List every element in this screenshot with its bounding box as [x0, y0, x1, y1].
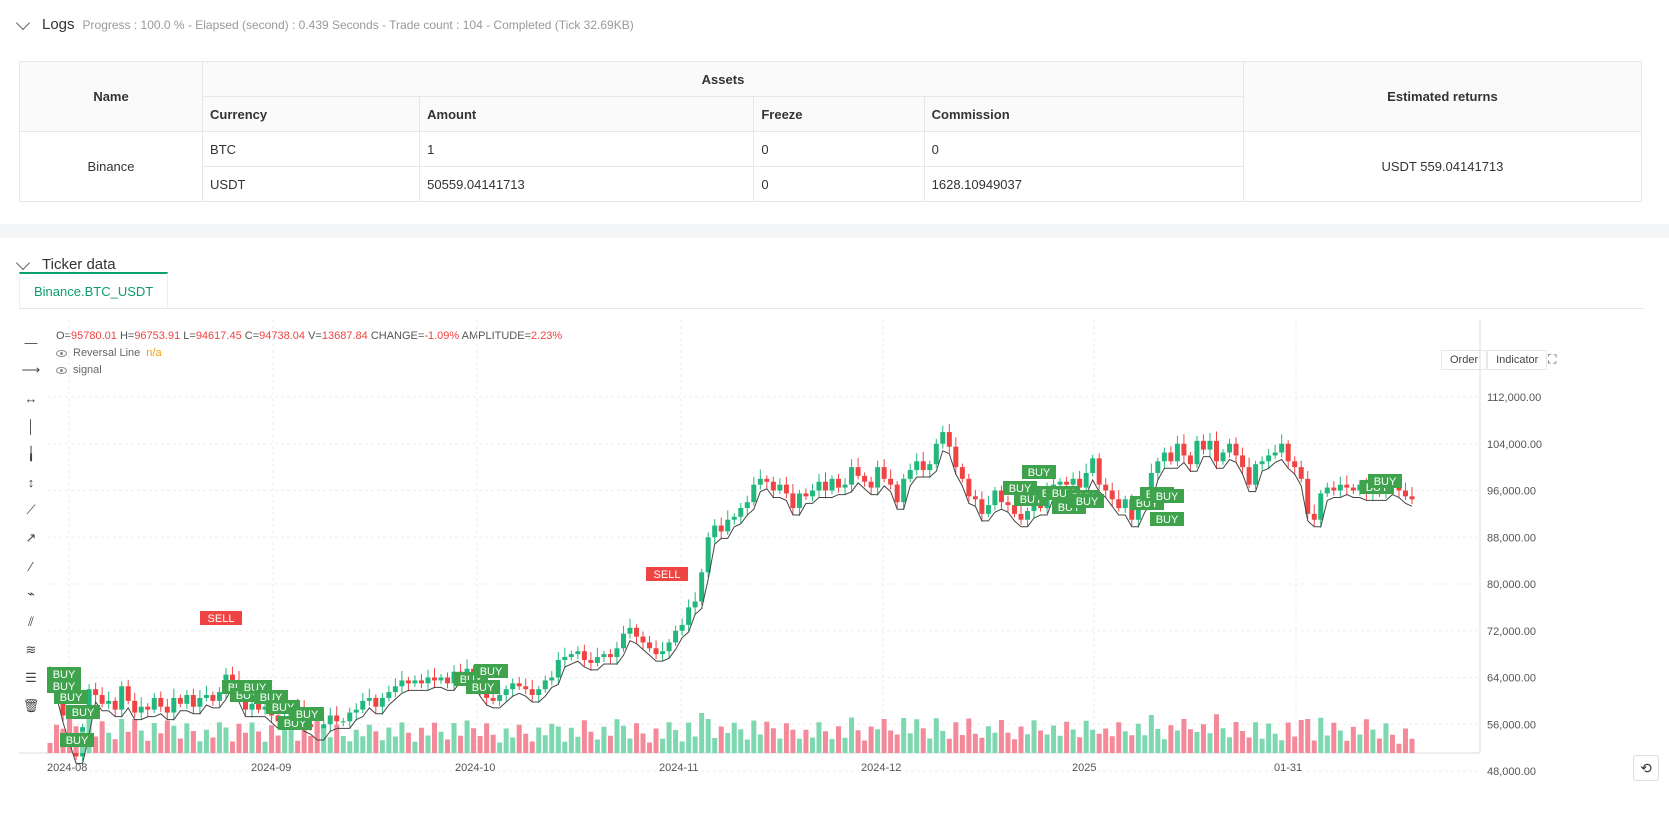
price-label-icon[interactable]: ⌁ — [27, 586, 35, 601]
ohlc-readout: O=95780.01 H=96753.91 L=94617.45 C=94738… — [56, 330, 562, 342]
fib-icon[interactable]: ≋ — [25, 642, 37, 657]
h-label: H= — [119, 330, 135, 342]
legend-reversal-line[interactable]: Reversal Line n/a — [56, 347, 162, 359]
freeze-cell: 0 — [753, 166, 925, 202]
c-value: 94738.04 — [259, 330, 306, 342]
parallel-channel-icon[interactable]: ⫽ — [28, 614, 34, 629]
col-name: Name — [18, 61, 204, 132]
tab-divider — [19, 308, 1643, 309]
horizontal-ray-icon[interactable]: ⟶ — [21, 362, 41, 377]
l-label: L= — [183, 330, 196, 342]
ticker-header[interactable]: Ticker data — [15, 255, 116, 273]
logs-status: Progress : 100.0 % - Elapsed (second) : … — [82, 17, 634, 32]
ticker-panel: Ticker data Binance.BTC_USDT — [0, 238, 1669, 832]
eye-icon[interactable] — [56, 366, 67, 374]
table-row: USDT 50559.04141713 0 1628.10949037 — [20, 166, 1642, 202]
currency-cell: USDT — [202, 166, 421, 202]
o-label: O= — [56, 330, 71, 342]
layers-icon[interactable]: ☰ — [25, 670, 37, 685]
col-returns: Estimated returns — [1242, 61, 1643, 132]
o-value: 95780.01 — [70, 330, 117, 342]
eye-icon[interactable] — [56, 349, 67, 357]
amount-cell: 50559.04141713 — [419, 166, 755, 202]
legend-signal[interactable]: signal — [56, 364, 102, 376]
commission-cell: 0 — [923, 131, 1244, 167]
col-assets: Assets — [202, 61, 1244, 97]
returns-cell: USDT 559.04141713 — [1242, 131, 1643, 202]
change-value: -1.09% — [424, 330, 460, 342]
horizontal-segment-icon[interactable]: ↔ — [24, 390, 38, 406]
l-value: 94617.45 — [195, 330, 242, 342]
exchange-cell: Binance — [18, 131, 204, 202]
col-commission: Commission — [923, 96, 1244, 132]
amount-cell: 1 — [419, 131, 755, 167]
col-freeze: Freeze — [753, 96, 925, 132]
amp-label: AMPLITUDE= — [461, 330, 532, 342]
logs-title: Logs — [42, 16, 75, 33]
drawing-toolbar: — ⟶ ↔ │ ╽ ↕ ⟋ ↗ ∕ ⌁ ⫽ ≋ ☰ 🗑 — [19, 330, 47, 722]
chevron-down-icon[interactable] — [15, 15, 31, 30]
reset-zoom-icon[interactable]: ⟲ — [1633, 755, 1659, 781]
vertical-segment-icon[interactable]: ↕ — [27, 474, 35, 490]
amp-value: 2.23% — [531, 330, 563, 342]
chevron-down-icon[interactable] — [15, 255, 31, 270]
h-value: 96753.91 — [134, 330, 181, 342]
change-label: CHANGE= — [370, 330, 425, 342]
vertical-ray-icon[interactable]: ╽ — [27, 446, 35, 461]
trend-line-icon[interactable]: ⟋ — [26, 502, 36, 517]
order-button[interactable]: Order — [1441, 350, 1488, 370]
logs-panel: Logs Progress : 100.0 % - Elapsed (secon… — [0, 0, 1669, 224]
tab-binance-btc-usdt[interactable]: Binance.BTC_USDT — [19, 272, 169, 308]
legend-label: signal — [73, 364, 102, 376]
chart-buttons: Order Indicator — [1441, 350, 1548, 370]
v-label: V= — [308, 330, 322, 342]
indicator-button[interactable]: Indicator — [1487, 350, 1548, 370]
ray-line-icon[interactable]: ↗ — [25, 530, 37, 545]
freeze-cell: 0 — [753, 131, 925, 167]
col-amount: Amount — [419, 96, 755, 132]
segment-icon[interactable]: ∕ — [29, 558, 33, 574]
currency-cell: BTC — [202, 131, 421, 167]
commission-cell: 1628.10949037 — [923, 166, 1244, 202]
logs-header[interactable]: Logs Progress : 100.0 % - Elapsed (secon… — [15, 15, 634, 33]
assets-table: Name Assets Estimated returns Currency A… — [18, 61, 1643, 202]
legend-value: n/a — [146, 347, 162, 359]
horizontal-line-icon[interactable]: — — [24, 334, 38, 350]
fullscreen-icon[interactable]: ⛶ — [1548, 352, 1557, 366]
v-value: 13687.84 — [321, 330, 368, 342]
trash-icon[interactable]: 🗑 — [22, 698, 40, 713]
legend-label: Reversal Line — [73, 347, 141, 359]
table-row: Binance BTC 1 0 0 USDT 559.04141713 — [18, 131, 1643, 202]
col-currency: Currency — [202, 96, 421, 132]
c-label: C= — [244, 330, 260, 342]
ticker-title: Ticker data — [42, 256, 116, 273]
vertical-line-icon[interactable]: │ — [26, 418, 36, 434]
